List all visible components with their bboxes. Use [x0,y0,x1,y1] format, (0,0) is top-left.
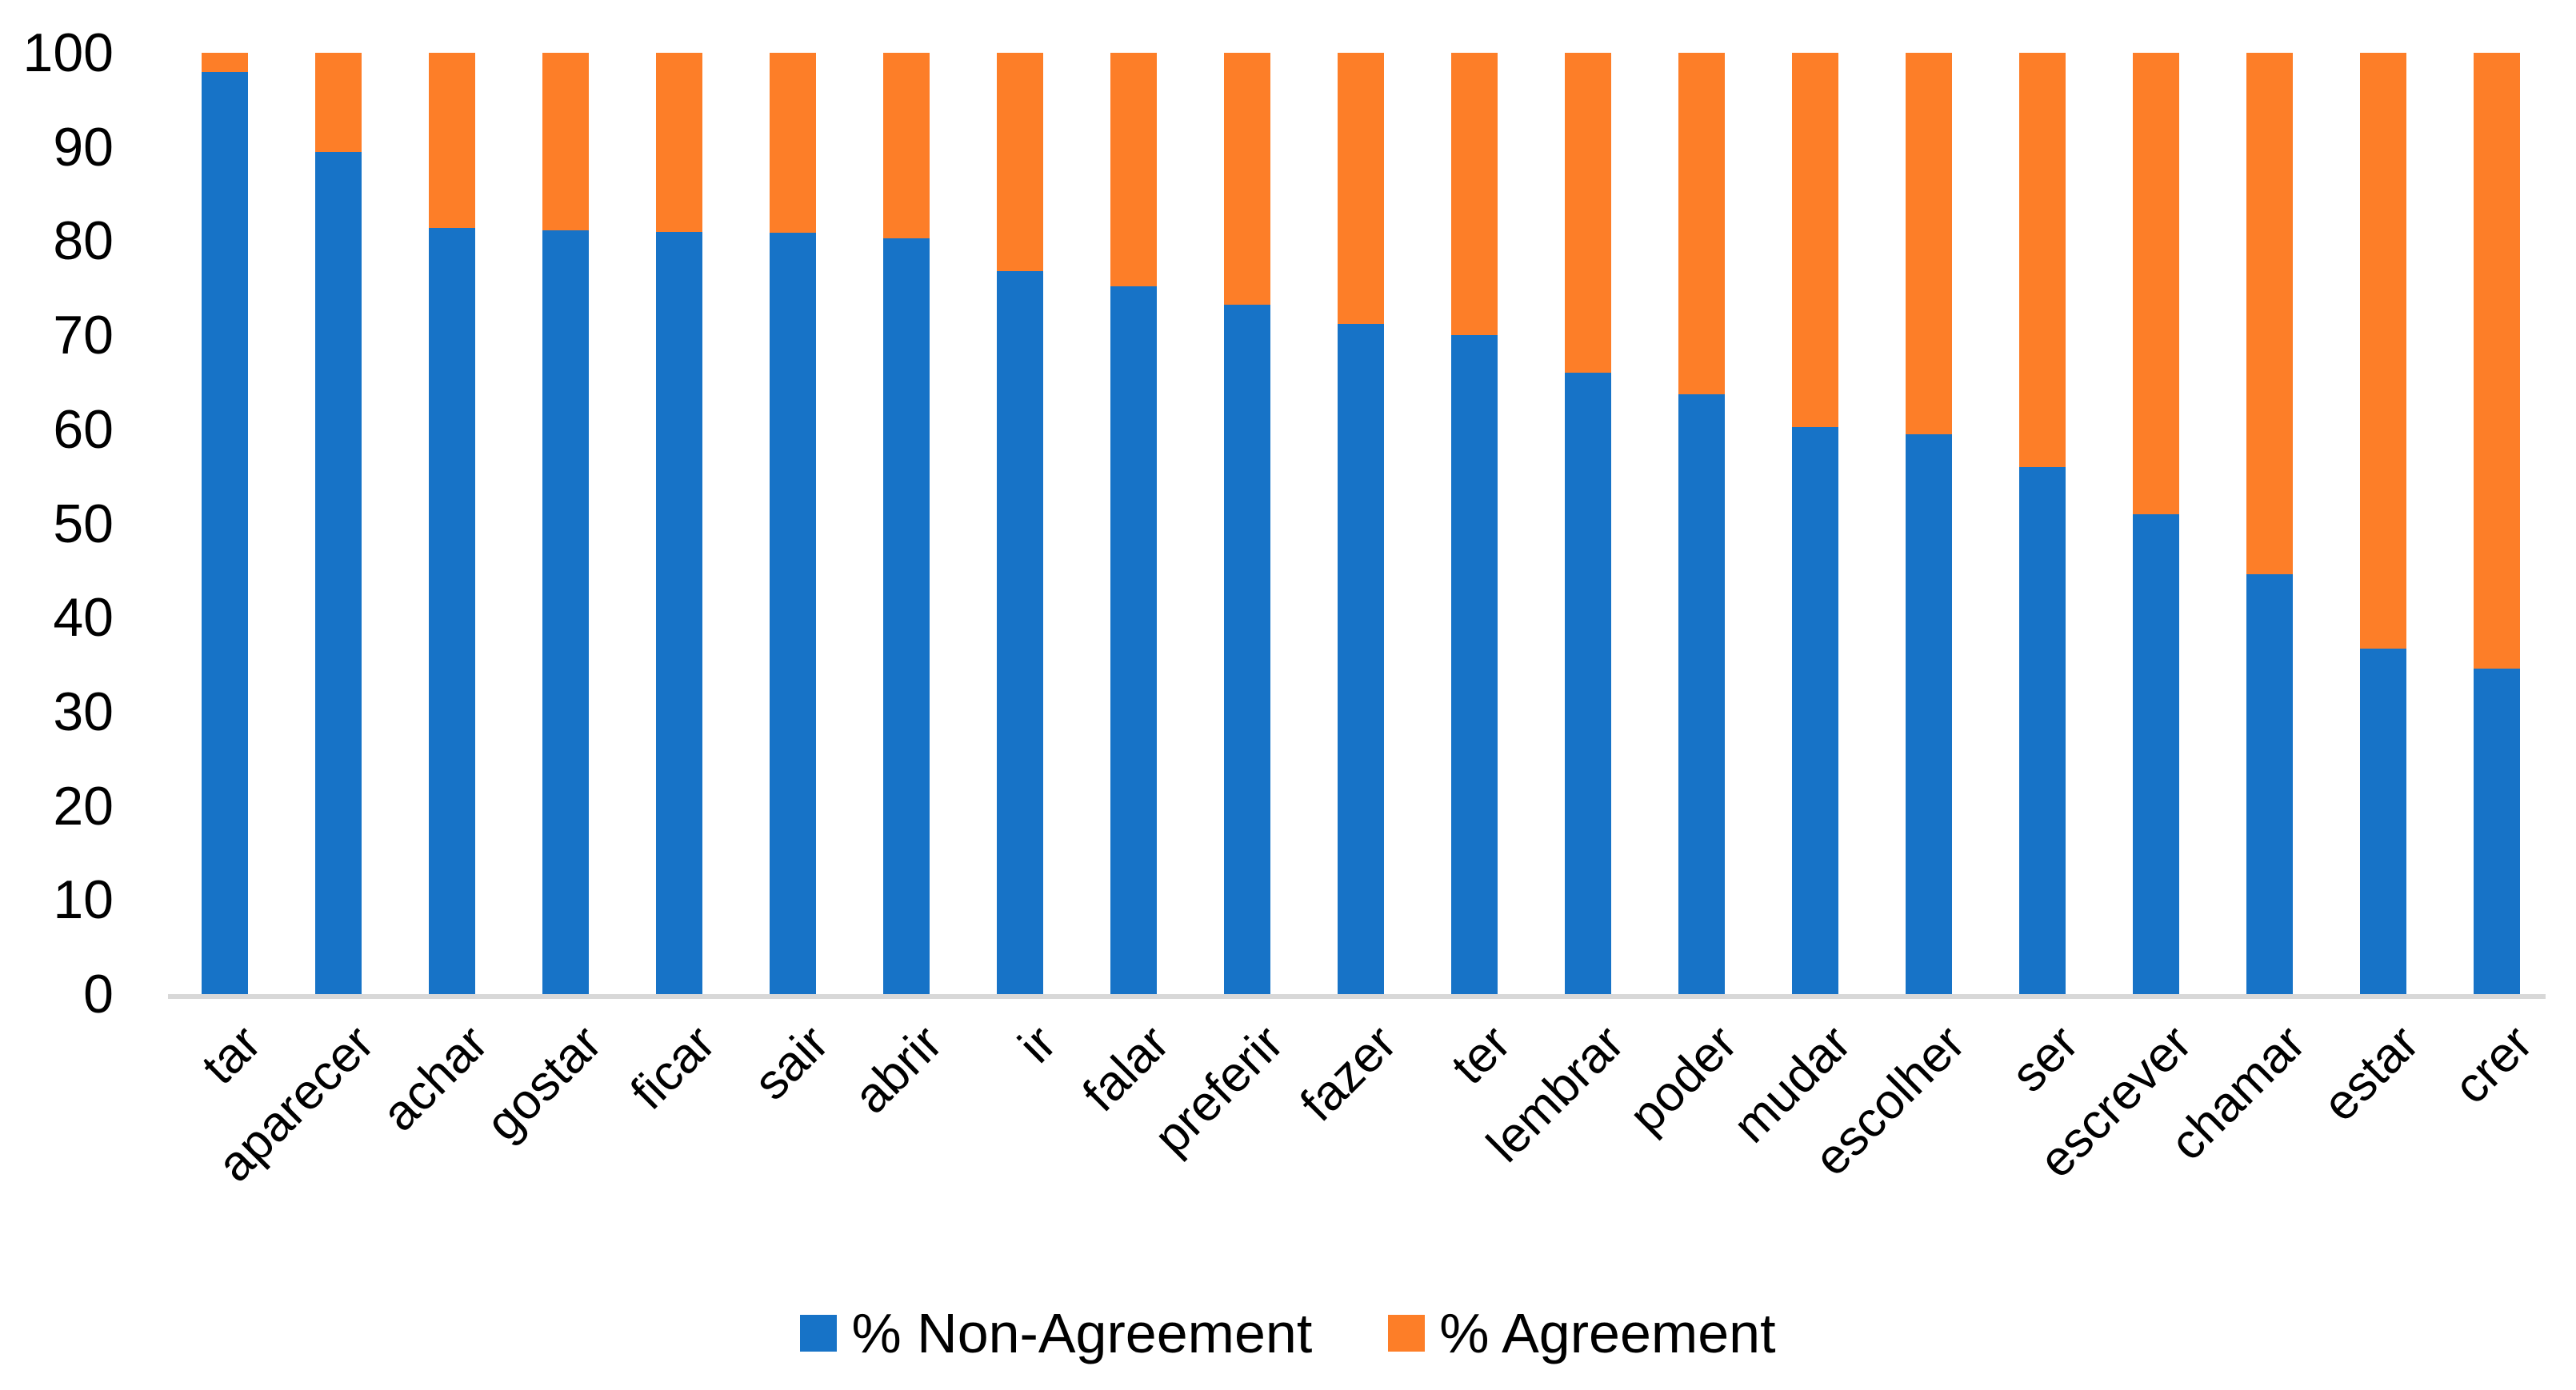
bar-segment-agreement [770,53,816,233]
bar-segment-non-agreement [1110,286,1157,994]
bar-segment-agreement [1110,53,1157,286]
bar-segment-non-agreement [202,71,248,994]
bar-segment-agreement [1906,53,1952,434]
x-axis-label: sair [743,1015,839,1111]
y-axis-tick-label: 20 [53,775,114,837]
bar-segment-non-agreement [1906,433,1952,994]
bar-segment-non-agreement [1224,305,1270,994]
bar-segment-agreement [883,53,930,238]
bar-segment-agreement [315,53,362,152]
bar-segment-non-agreement [1451,335,1498,994]
bar-segment-agreement [1792,53,1838,428]
x-axis-label: poder [1619,1015,1748,1144]
bar-segment-non-agreement [1565,373,1611,994]
bar-segment-agreement [2360,53,2406,649]
y-axis-tick-label: 10 [53,869,114,931]
x-axis-label: gostar [475,1015,612,1152]
legend-swatch-non-agreement [800,1315,838,1352]
bar-segment-agreement [1678,53,1725,395]
bar-segment-agreement [1224,53,1270,306]
bar-segment-non-agreement [2133,513,2179,994]
bar-segment-agreement [2133,53,2179,514]
x-axis-label: preferir [1143,1015,1294,1165]
x-axis-label: estar [2312,1015,2430,1132]
y-axis-tick-label: 100 [22,22,114,83]
y-axis-tick-label: 60 [53,398,114,460]
x-axis-label: ter [1441,1015,1521,1096]
bar-segment-non-agreement [2246,574,2293,994]
x-axis-label: ficar [620,1015,726,1120]
bar-segment-non-agreement [1792,427,1838,994]
x-axis-label: crer [2443,1015,2543,1115]
bar-segment-non-agreement [2019,466,2066,994]
x-axis-label: abrir [843,1015,953,1124]
y-axis-tick-label: 30 [53,681,114,742]
y-axis-tick-label: 50 [53,493,114,554]
legend-label-non-agreement: % Non-Agreement [851,1302,1313,1364]
bar-segment-agreement [1565,53,1611,373]
x-axis-label: tar [191,1015,271,1096]
bar-segment-non-agreement [883,238,930,994]
x-axis-line [168,994,2546,999]
bar-segment-agreement [2019,53,2066,467]
bar-segment-agreement [1338,53,1384,324]
bar-segment-non-agreement [1338,323,1384,994]
legend: % Non-Agreement % Agreement [0,1304,2576,1363]
y-axis-tick-label: 70 [53,305,114,366]
bar-segment-non-agreement [542,230,589,994]
bar-segment-non-agreement [2360,649,2406,994]
x-axis-label: falar [1072,1015,1180,1123]
x-axis-label: achar [371,1015,498,1142]
bar-segment-agreement [542,53,589,231]
bar-segment-agreement [1451,53,1498,336]
bar-segment-non-agreement [997,271,1043,994]
x-axis-label: ir [1007,1015,1066,1074]
y-axis-tick-label: 90 [53,116,114,178]
bar-segment-agreement [2246,53,2293,575]
bar-segment-non-agreement [656,231,702,994]
bar-segment-agreement [429,53,475,228]
y-axis-tick-label: 80 [53,210,114,272]
bar-segment-agreement [202,53,248,72]
legend-item-non-agreement: % Non-Agreement [800,1304,1312,1363]
bar-segment-non-agreement [2474,668,2520,994]
bar-segment-non-agreement [429,227,475,994]
bar-segment-agreement [2474,53,2520,669]
legend-label-agreement: % Agreement [1439,1302,1776,1364]
x-axis-label: ser [2001,1015,2089,1103]
bar-segment-agreement [997,53,1043,272]
bar-segment-non-agreement [770,232,816,994]
legend-swatch-agreement [1388,1315,1426,1352]
bar-segment-non-agreement [1678,394,1725,994]
bar-segment-non-agreement [315,151,362,994]
x-axis-label: fazer [1290,1015,1407,1132]
legend-item-agreement: % Agreement [1388,1302,1776,1364]
y-axis-tick-label: 40 [53,587,114,649]
y-axis-tick-label: 0 [83,964,114,1025]
bar-segment-agreement [656,53,702,232]
